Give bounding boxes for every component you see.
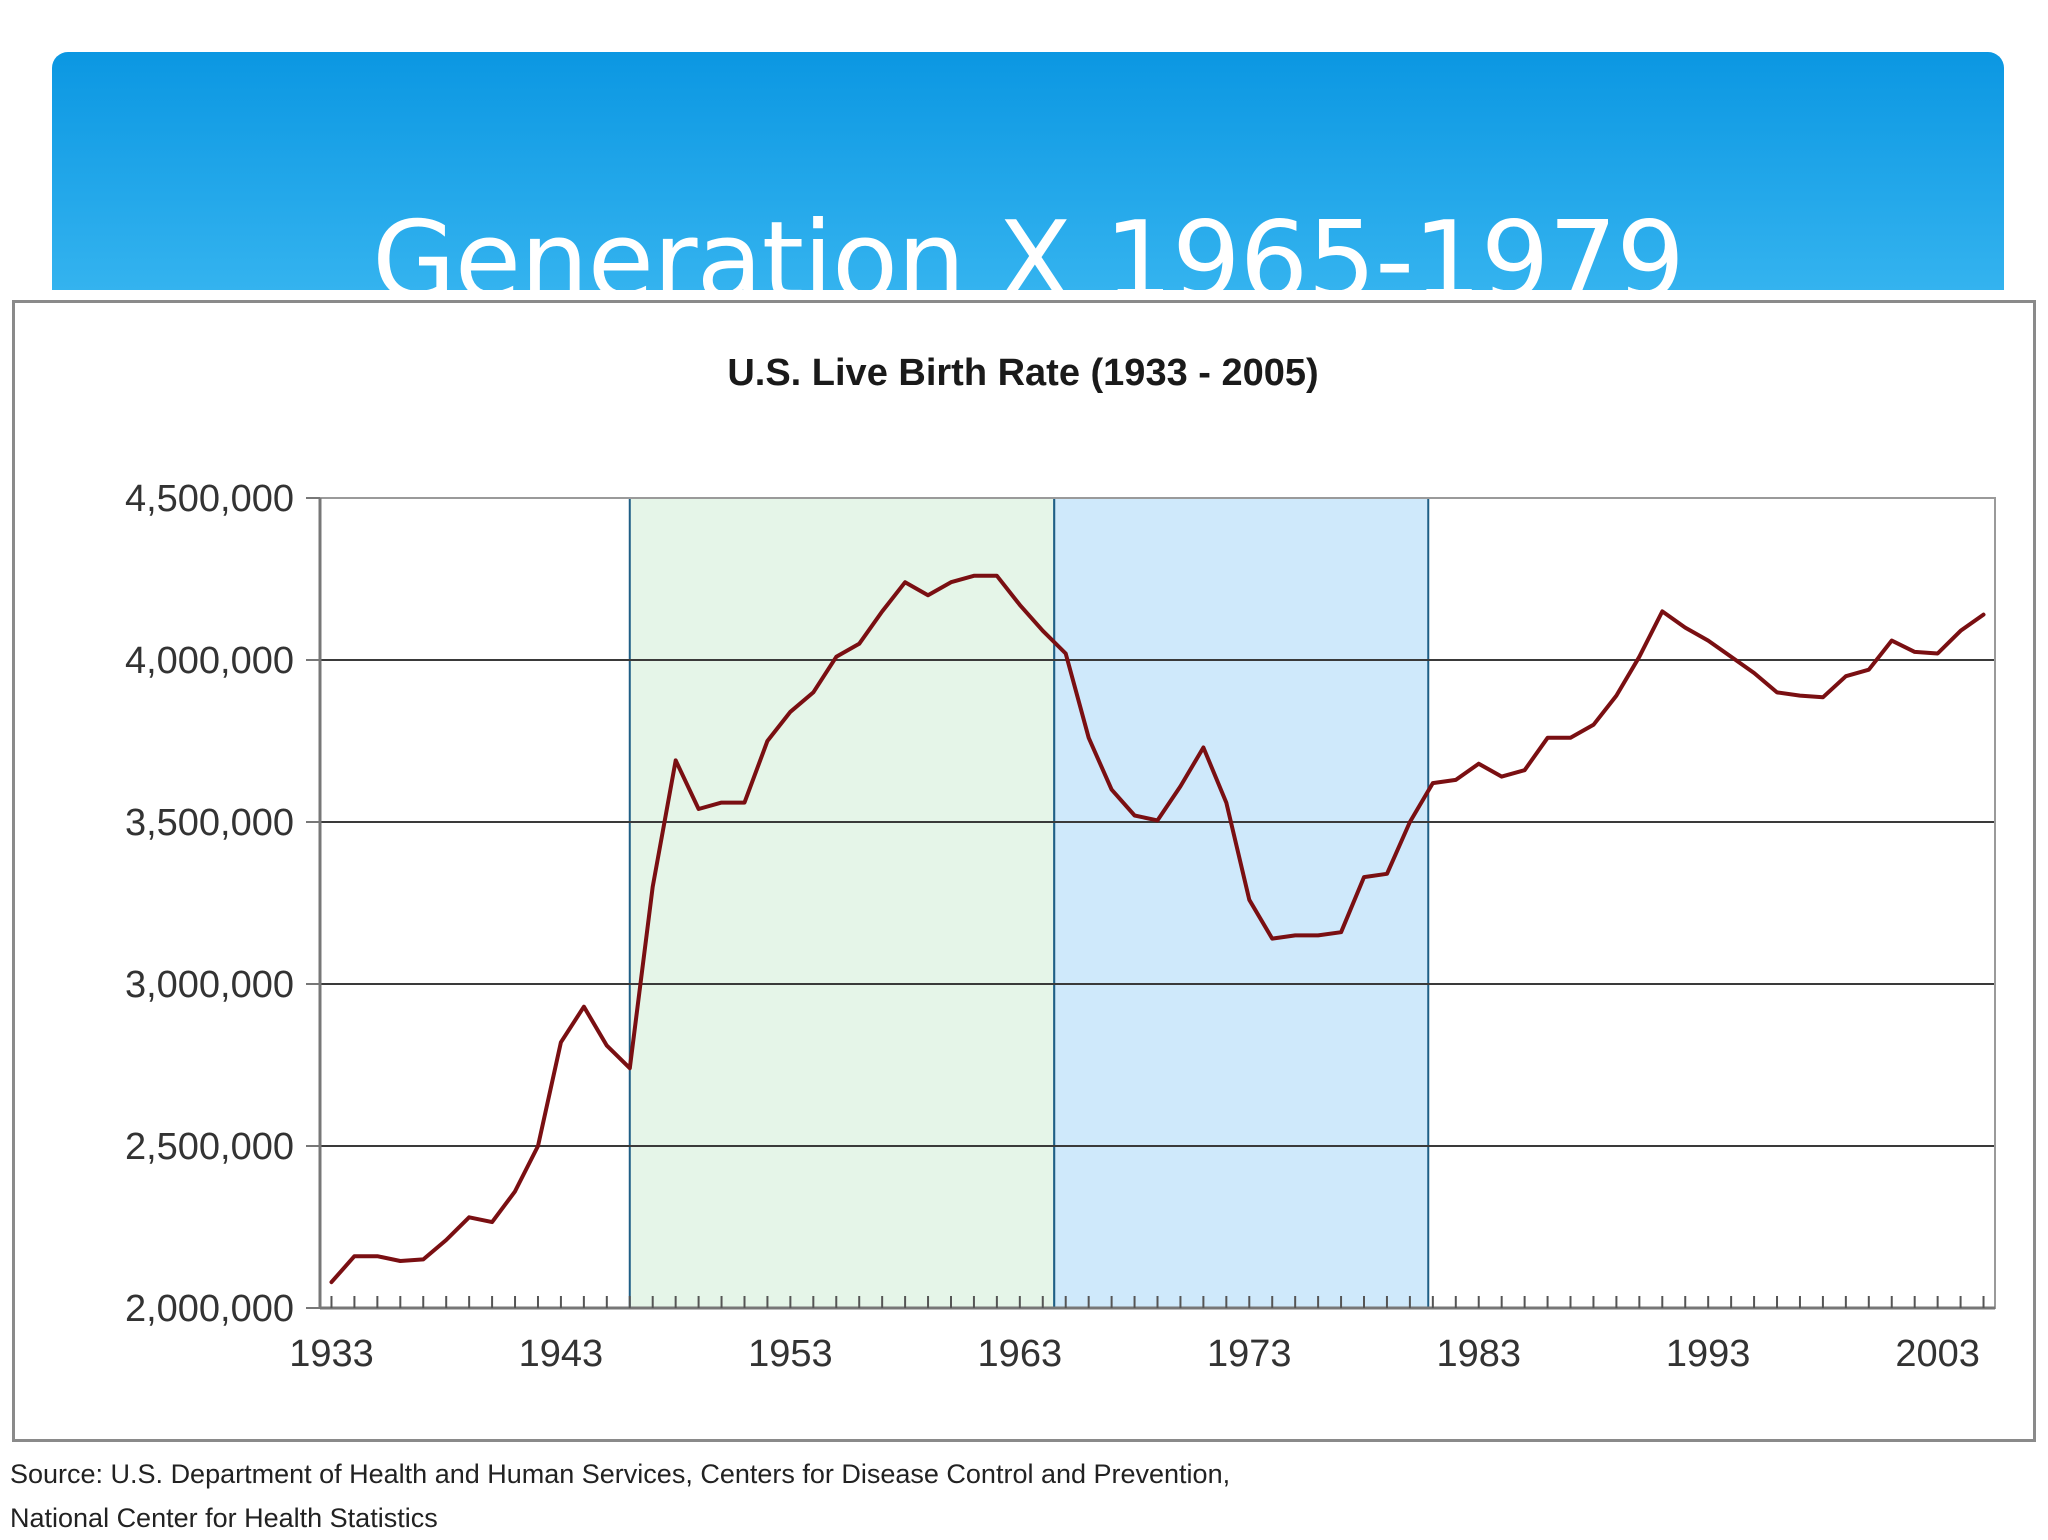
source-line-2: National Center for Health Statistics: [10, 1503, 438, 1533]
x-tick-label: 1943: [519, 1333, 604, 1375]
data-point: [995, 574, 999, 578]
data-point: [1201, 745, 1205, 749]
data-point: [1936, 652, 1940, 656]
y-tick-label: 4,000,000: [125, 640, 294, 682]
data-point: [1752, 671, 1756, 675]
data-point: [352, 1254, 356, 1258]
x-tick-label: 1953: [748, 1333, 833, 1375]
data-point: [1041, 629, 1045, 633]
title-banner: Generation X 1965-1979: [52, 52, 2004, 322]
data-point: [1546, 736, 1550, 740]
data-point: [1270, 937, 1274, 941]
data-point: [1706, 639, 1710, 643]
data-point: [1821, 695, 1825, 699]
data-point: [1133, 814, 1137, 818]
data-point: [536, 1144, 540, 1148]
y-tick-label: 4,500,000: [125, 478, 294, 520]
data-point: [605, 1044, 609, 1048]
data-point: [1637, 655, 1641, 659]
y-tick-label: 2,500,000: [125, 1126, 294, 1168]
data-point: [697, 807, 701, 811]
data-point: [1959, 629, 1963, 633]
data-point: [1087, 736, 1091, 740]
data-point: [1913, 650, 1917, 654]
data-point: [1454, 778, 1458, 782]
data-point: [1591, 723, 1595, 727]
data-point: [329, 1280, 333, 1284]
data-point: [1224, 801, 1228, 805]
data-point: [1660, 609, 1664, 613]
data-point: [1316, 933, 1320, 937]
data-point: [1982, 613, 1986, 617]
data-point: [674, 758, 678, 762]
data-point: [720, 801, 724, 805]
data-point: [375, 1254, 379, 1258]
shaded-region-1: [628, 497, 1056, 1309]
data-point: [788, 710, 792, 714]
data-point: [1523, 768, 1527, 772]
data-point: [1798, 694, 1802, 698]
data-point: [834, 655, 838, 659]
x-tick-label: 1983: [1436, 1333, 1521, 1375]
data-point: [1614, 694, 1618, 698]
chart-frame: U.S. Live Birth Rate (1933 - 2005) 2,000…: [12, 300, 2036, 1442]
data-point: [1339, 930, 1343, 934]
data-point: [1018, 603, 1022, 607]
data-point: [903, 580, 907, 584]
x-tick-label: 1933: [289, 1333, 374, 1375]
y-tick-label: 3,500,000: [125, 802, 294, 844]
data-point: [1408, 820, 1412, 824]
data-point: [1064, 652, 1068, 656]
shaded-region-2: [1053, 497, 1430, 1309]
data-point: [1683, 626, 1687, 630]
data-point: [880, 609, 884, 613]
data-point: [444, 1238, 448, 1242]
x-tick-label: 2003: [1895, 1333, 1980, 1375]
data-point: [628, 1066, 632, 1070]
birth-rate-chart: U.S. Live Birth Rate (1933 - 2005) 2,000…: [125, 352, 1996, 1375]
data-point: [926, 593, 930, 597]
data-point: [811, 690, 815, 694]
source-line-1: Source: U.S. Department of Health and Hu…: [10, 1459, 1231, 1489]
data-point: [1293, 933, 1297, 937]
data-point: [1156, 818, 1159, 822]
data-point: [857, 642, 861, 646]
data-point: [582, 1005, 586, 1009]
data-point: [765, 739, 769, 743]
data-point: [1431, 781, 1435, 785]
data-point: [1890, 639, 1894, 643]
data-point: [1844, 674, 1848, 678]
data-point: [490, 1220, 494, 1224]
data-point: [1247, 898, 1251, 902]
data-point: [1110, 788, 1114, 792]
data-point: [742, 801, 746, 805]
data-point: [559, 1040, 563, 1044]
data-point: [1477, 762, 1481, 766]
data-point: [1867, 668, 1871, 672]
data-point: [1729, 655, 1733, 659]
data-point: [1569, 736, 1573, 740]
data-point: [949, 580, 953, 584]
x-tick-label: 1993: [1666, 1333, 1751, 1375]
x-tick-label: 1963: [978, 1333, 1063, 1375]
data-point: [421, 1257, 425, 1261]
data-point: [513, 1189, 517, 1193]
data-point: [1362, 875, 1366, 879]
data-point: [398, 1259, 402, 1263]
data-point: [1385, 872, 1389, 876]
data-point: [972, 574, 976, 578]
data-point: [467, 1215, 471, 1219]
data-point: [1500, 775, 1504, 779]
data-point: [1178, 784, 1182, 788]
source-note: Source: U.S. Department of Health and Hu…: [10, 1452, 2030, 1540]
data-point: [1775, 690, 1779, 694]
data-point: [651, 885, 655, 889]
chart-title: U.S. Live Birth Rate (1933 - 2005): [727, 352, 1318, 394]
y-tick-label: 2,000,000: [125, 1288, 294, 1330]
x-tick-label: 1973: [1207, 1333, 1292, 1375]
y-tick-label: 3,000,000: [125, 964, 294, 1006]
